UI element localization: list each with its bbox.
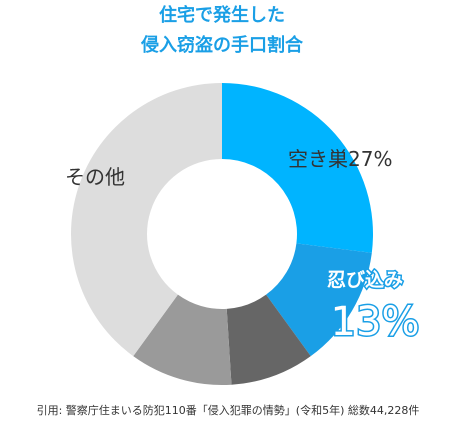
slice-label: その他 — [65, 165, 125, 189]
value-label: 13% — [331, 299, 420, 345]
slice-label: 空き巣27% — [288, 147, 392, 171]
donut-slice — [222, 83, 373, 253]
slice-label: 忍び込み — [327, 269, 403, 291]
value-label: 27% — [348, 147, 392, 171]
category-name: 空き巣 — [288, 147, 348, 171]
donut-slice — [226, 294, 311, 385]
category-name: その他 — [65, 165, 125, 189]
chart-title: 住宅で発生した — [159, 4, 285, 26]
chart-title: 侵入窃盗の手口割合 — [140, 34, 304, 56]
source-note: 引用: 警察庁住まいる防犯110番「侵入犯罪の情勢」(令和5年) 総数44,22… — [37, 403, 420, 417]
donut-slice — [266, 243, 372, 357]
donut-slice — [71, 82, 222, 357]
donut-slice — [133, 294, 232, 385]
category-name: 忍び込み — [327, 269, 403, 291]
